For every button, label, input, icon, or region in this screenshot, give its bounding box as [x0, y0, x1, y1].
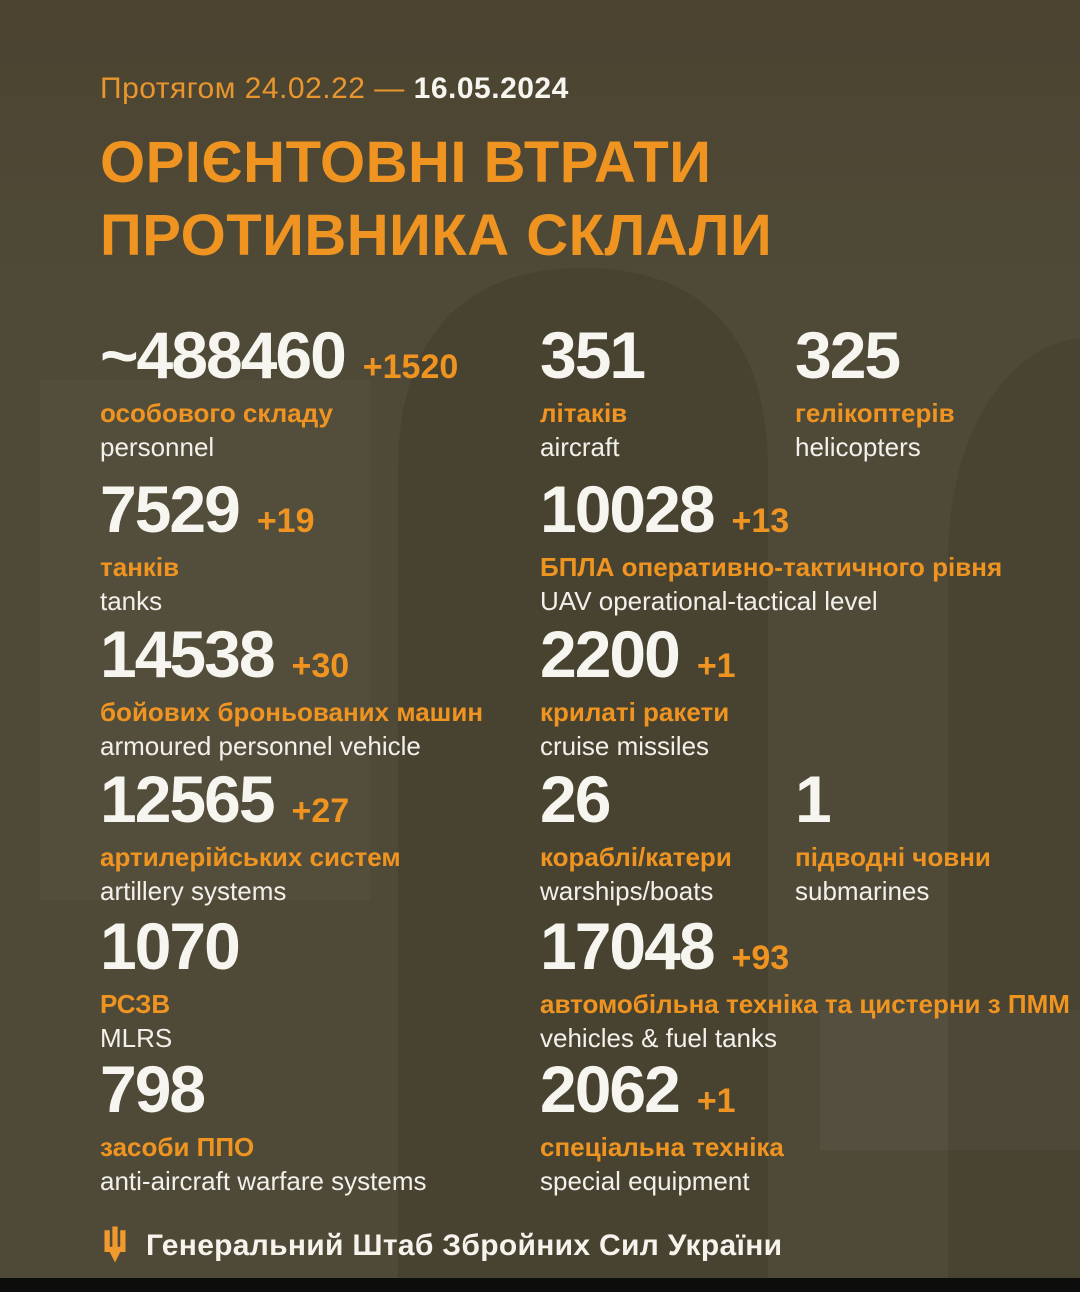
stat-label-en: special equipment	[540, 1166, 750, 1196]
stat-value: 10028	[540, 472, 716, 546]
stat-personnel: ~488460 +1520 особового складу personnel	[100, 322, 458, 463]
stat-label-en: aircraft	[540, 432, 620, 462]
stat-value: 325	[795, 318, 901, 392]
stat-delta: +1	[696, 1082, 736, 1120]
stat-label-en: vehicles & fuel tanks	[540, 1023, 778, 1053]
footer: Генеральний Штаб Збройних Сил України	[100, 1226, 782, 1266]
stat-label-ua: артилерійських систем	[100, 842, 401, 872]
bottom-bar	[0, 1278, 1080, 1292]
stat-label-en: UAV operational-tactical level	[540, 586, 878, 616]
stat-label-en: submarines	[795, 876, 930, 906]
stat-armoured-vehicles: 14538 +30 бойових броньованих машин armou…	[100, 621, 483, 762]
stat-value: 351	[540, 318, 646, 392]
stat-label-en: helicopters	[795, 432, 921, 462]
stat-label-en: warships/boats	[540, 876, 714, 906]
title-line-1: ОРІЄНТОВНІ ВТРАТИ	[100, 130, 712, 195]
stat-value: 17048	[540, 909, 716, 983]
stat-label-ua: БПЛА оперативно-тактичного рівня	[540, 552, 1003, 582]
stat-value: ~488460	[100, 318, 347, 392]
period-label: Протягом 24.02.22 — 16.05.2024	[100, 72, 569, 106]
stat-value: 2062	[540, 1052, 681, 1126]
stat-value: 26	[540, 762, 611, 836]
stat-value: 12565	[100, 762, 276, 836]
stat-delta: +1520	[362, 348, 459, 386]
stat-submarines: 1 підводні човни submarines	[795, 766, 991, 907]
stat-mlrs: 1070 РСЗВ MLRS	[100, 909, 241, 1054]
stat-delta: +1	[696, 647, 736, 685]
stat-label-en: MLRS	[100, 1023, 173, 1053]
stat-vehicles-fuel: 17048 +93 автомобільна техніка та цистерн…	[540, 913, 1070, 1054]
stat-cruise-missiles: 2200 +1 крилаті ракети cruise missiles	[540, 621, 736, 762]
stat-value: 7529	[100, 472, 241, 546]
stat-delta: +27	[291, 792, 350, 830]
stat-label-ua: автомобільна техніка та цистерни з ПММ	[540, 989, 1070, 1019]
stat-label-ua: засоби ППО	[100, 1132, 255, 1162]
stat-label-ua: особового складу	[100, 398, 333, 428]
stat-label-ua: підводні човни	[795, 842, 991, 872]
stat-label-ua: крилаті ракети	[540, 697, 730, 727]
stat-label-en: armoured personnel vehicle	[100, 731, 421, 761]
stat-value: 1	[795, 762, 832, 836]
stat-value: 14538	[100, 617, 276, 691]
stat-label-ua: кораблі/катери	[540, 842, 732, 872]
stat-value: 2200	[540, 617, 681, 691]
stat-label-ua: бойових броньованих машин	[100, 697, 484, 727]
title-line-2: ПРОТИВНИКА СКЛАЛИ	[100, 203, 773, 268]
stat-anti-aircraft: 798 засоби ППО anti-aircraft warfare sys…	[100, 1056, 427, 1197]
stat-delta: +13	[731, 502, 790, 540]
stat-helicopters: 325 гелікоптерів helicopters	[795, 322, 955, 463]
stat-label-en: artillery systems	[100, 876, 287, 906]
period-prefix: Протягом 24.02.22 —	[100, 72, 405, 105]
stat-label-ua: гелікоптерів	[795, 398, 955, 428]
stat-label-en: cruise missiles	[540, 731, 710, 761]
stat-label-en: personnel	[100, 432, 215, 462]
stat-label-en: anti-aircraft warfare systems	[100, 1166, 427, 1196]
stat-special-equipment: 2062 +1 спеціальна техніка special equipm…	[540, 1056, 784, 1197]
stat-label-ua: РСЗВ	[100, 989, 171, 1019]
stat-label-ua: літаків	[540, 398, 628, 428]
org-name: Генеральний Штаб Збройних Сил України	[146, 1229, 783, 1262]
stat-label-ua: спеціальна техніка	[540, 1132, 784, 1162]
stat-label-ua: танків	[100, 552, 180, 582]
header: Протягом 24.02.22 — 16.05.2024	[100, 72, 569, 106]
stat-delta: +30	[291, 647, 350, 685]
stat-delta: +93	[731, 939, 790, 977]
period-date: 16.05.2024	[413, 72, 569, 105]
stat-uav: 10028 +13 БПЛА оперативно-тактичного рівн…	[540, 476, 1002, 617]
stat-tanks: 7529 +19 танків tanks	[100, 476, 315, 617]
page-title: ОРІЄНТОВНІ ВТРАТИ ПРОТИВНИКА СКЛАЛИ	[100, 126, 772, 272]
stat-value: 798	[100, 1052, 206, 1126]
stat-warships: 26 кораблі/катери warships/boats	[540, 766, 732, 907]
trident-icon	[104, 1226, 126, 1263]
stat-value: 1070	[100, 909, 241, 983]
top-tint	[0, 0, 1080, 300]
stat-delta: +19	[256, 502, 315, 540]
stat-label-en: tanks	[100, 586, 163, 616]
stat-artillery: 12565 +27 артилерійських систем artillery…	[100, 766, 401, 907]
stat-aircraft: 351 літаків aircraft	[540, 318, 646, 463]
